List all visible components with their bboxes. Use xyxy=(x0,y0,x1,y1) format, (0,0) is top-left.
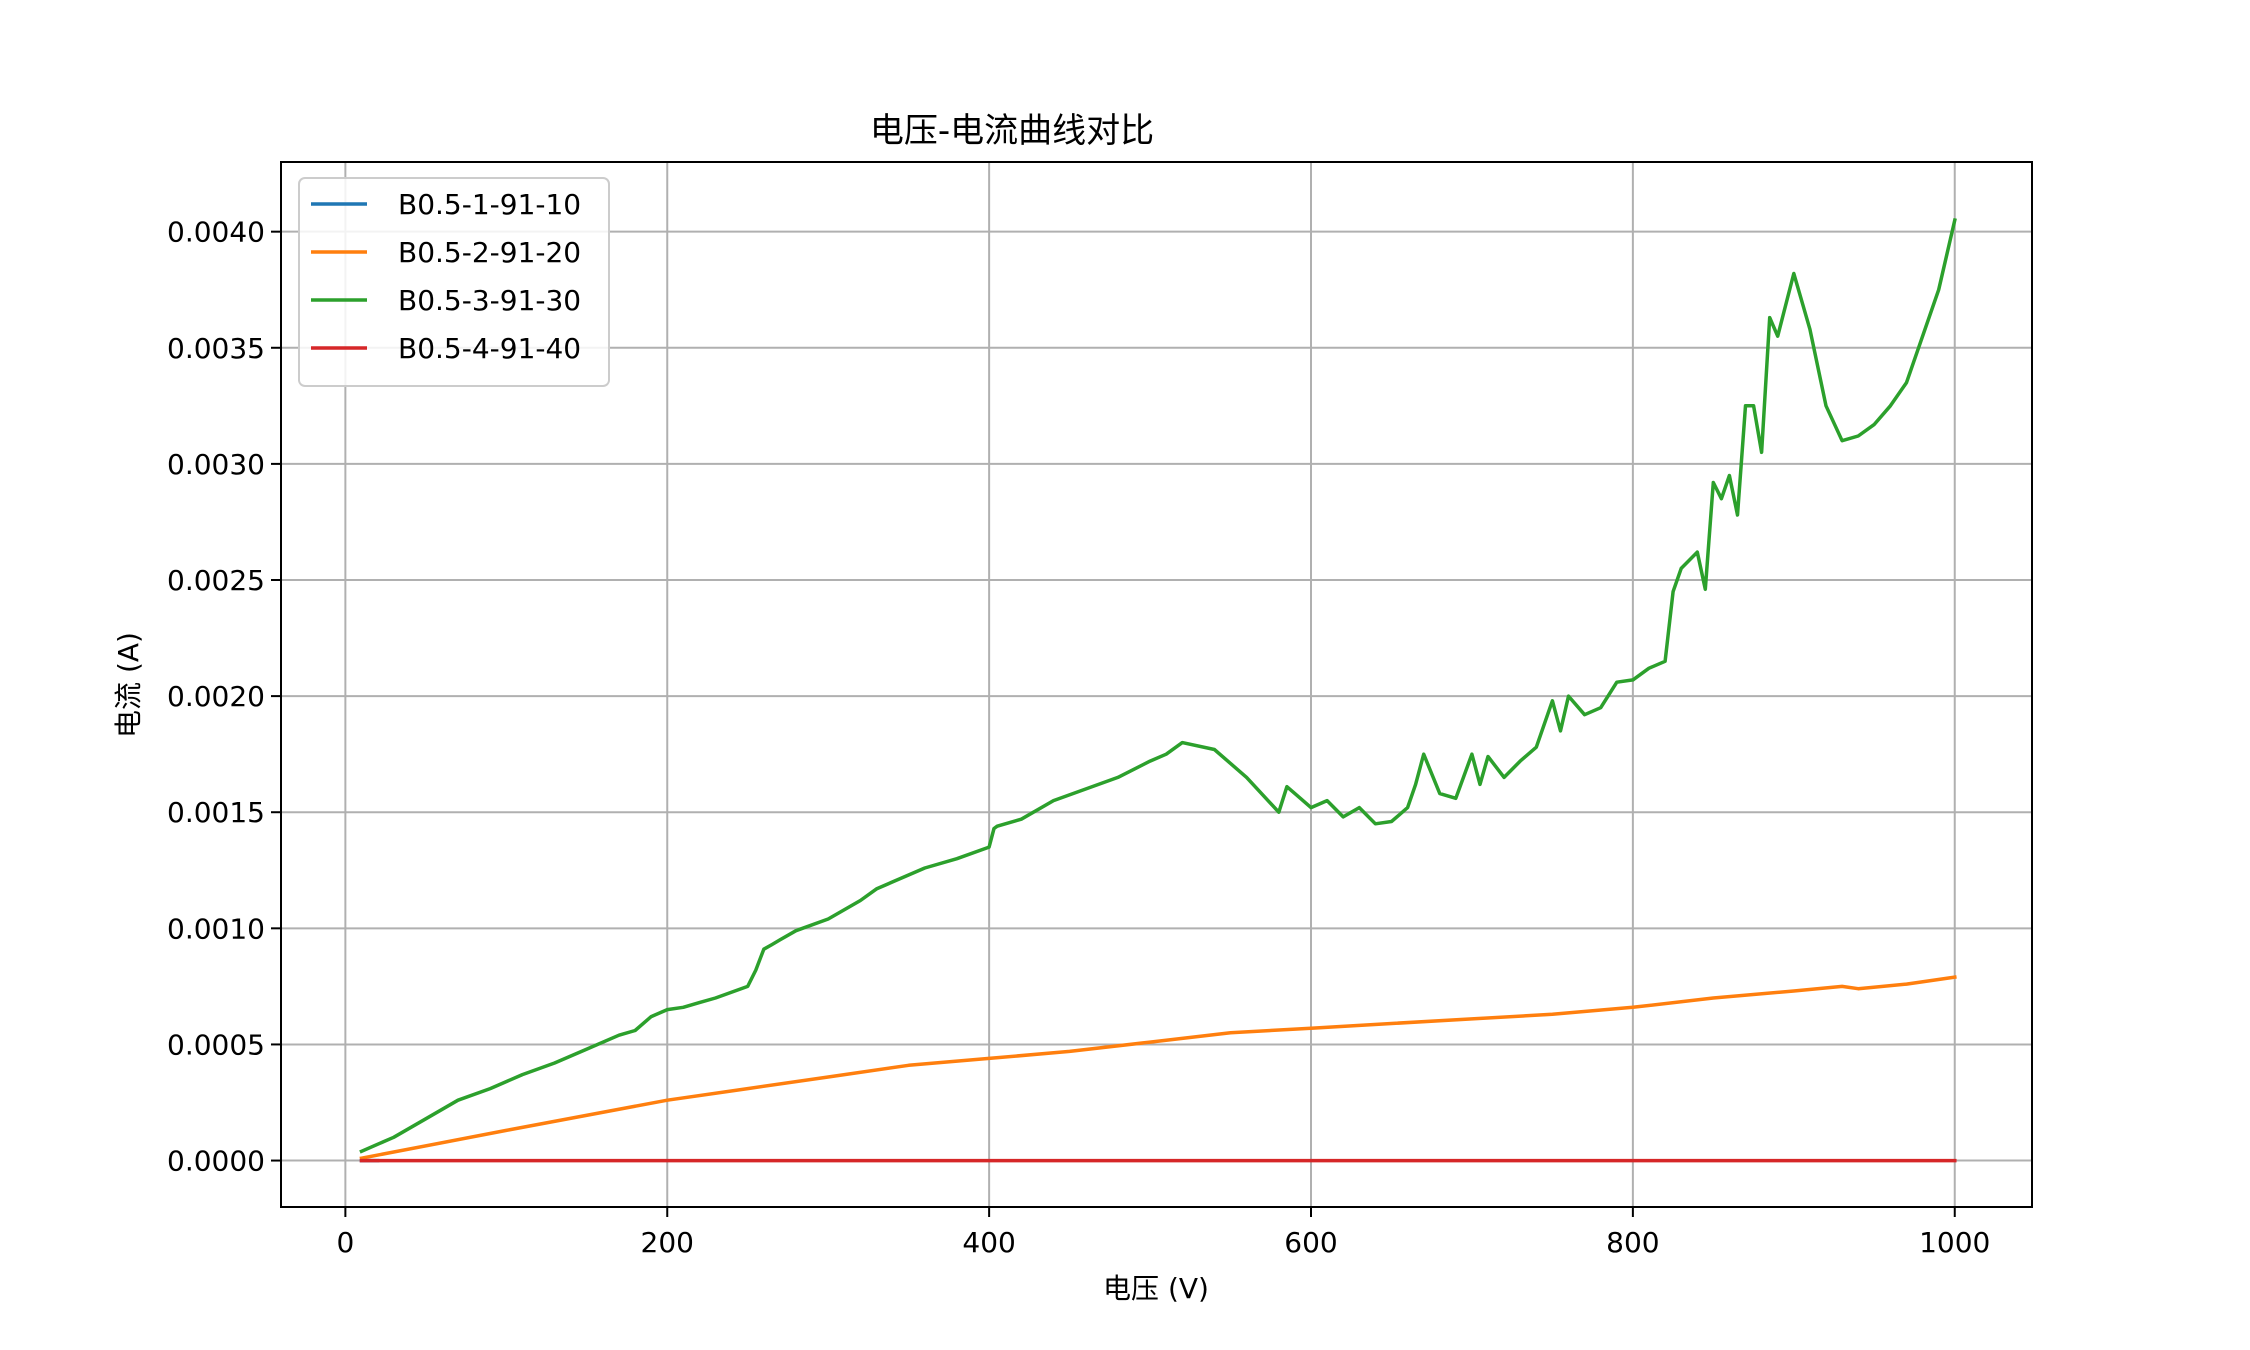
legend-frame xyxy=(298,177,610,387)
legend-label: B0.5-3-91-30 xyxy=(398,284,581,317)
y-tick-label: 0.0035 xyxy=(167,332,265,365)
x-tick-label: 600 xyxy=(1284,1226,1337,1259)
x-tick-label: 800 xyxy=(1606,1226,1659,1259)
y-tick-label: 0.0030 xyxy=(167,448,265,481)
legend-label: B0.5-4-91-40 xyxy=(398,332,581,365)
axis-ticks: 0 200 400 600 800 1000 0.0000 0.0005 0.0010 0.001… xyxy=(167,216,1990,1259)
series-line-3 xyxy=(359,218,1957,1154)
x-tick-label: 0 xyxy=(336,1226,354,1259)
y-tick-label: 0.0020 xyxy=(167,680,265,713)
plot-series xyxy=(359,218,1957,1163)
y-tick-label: 0.0025 xyxy=(167,564,265,597)
legend-label: B0.5-1-91-10 xyxy=(398,188,581,221)
x-tick-label: 400 xyxy=(962,1226,1015,1259)
legend: B0.5-1-91-10 B0.5-2-91-20 B0.5-3-91-30 B0.5… xyxy=(298,177,610,387)
y-tick-label: 0.0010 xyxy=(167,912,265,945)
y-tick-label: 0.0005 xyxy=(167,1028,265,1061)
x-tick-label: 200 xyxy=(641,1226,694,1259)
grid xyxy=(281,162,2032,1207)
legend-label: B0.5-2-91-20 xyxy=(398,236,581,269)
chart-title: 电压-电流曲线对比 xyxy=(870,111,1154,151)
x-axis-label: 电压 (V) xyxy=(1103,1272,1209,1305)
y-tick-label: 0.0000 xyxy=(167,1145,265,1178)
series-line-2 xyxy=(359,975,1957,1161)
plot-frame xyxy=(280,161,2033,1208)
y-axis-label: 电流 (A) xyxy=(112,632,145,738)
y-tick-label: 0.0015 xyxy=(167,796,265,829)
x-tick-label: 1000 xyxy=(1919,1226,1990,1259)
y-tick-label: 0.0040 xyxy=(167,216,265,249)
